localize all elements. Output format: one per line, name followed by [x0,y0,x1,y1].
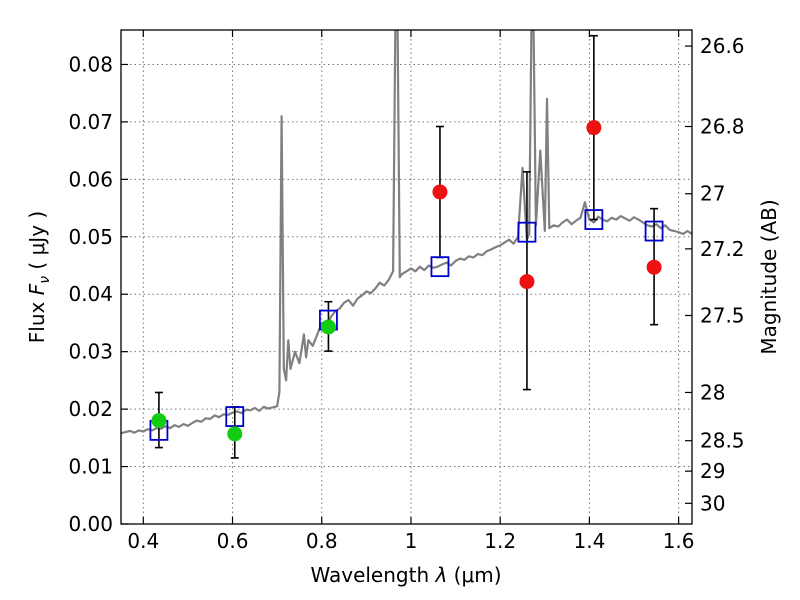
y2-tick-label: 28.5 [700,429,745,453]
y-tick-label: 0.05 [68,225,113,249]
y-axis-label: Flux Fν ( μJy ) [25,211,53,343]
model-square-marker [225,406,245,427]
y2-tick-label: 27 [700,182,725,206]
x-tick-label: 1.6 [663,529,695,553]
x-tick-label: 1 [405,529,418,553]
y-tick-label: 0.03 [68,340,113,364]
y2-tick-label: 29 [700,459,725,483]
y2-axis-label: Magnitude (AB) [757,199,781,354]
red-data-point [646,259,662,275]
x-tick-label: 1.2 [484,529,516,553]
y2-tick-label: 28 [700,380,725,404]
y-tick-label: 0.00 [68,512,113,536]
x-tick-label: 0.8 [306,529,338,553]
green-data-point [320,319,336,335]
x-tick-label: 1.4 [573,529,605,553]
y-tick-label: 0.04 [68,282,113,306]
y-tick-label: 0.01 [68,455,113,479]
model-square-marker [517,221,537,243]
y-tick-label: 0.08 [68,52,113,76]
y2-tick-label: 27.5 [700,303,745,327]
green-data-point [227,426,243,442]
y-tick-label: 0.06 [68,167,113,191]
model-square-marker [430,256,450,278]
y2-tick-label: 30 [700,491,725,515]
y2-tick-label: 27.2 [700,237,745,261]
red-data-point [519,274,535,290]
y-tick-label: 0.07 [68,110,113,134]
green-data-point [151,413,167,429]
axis-ticks: 0.4 0.6 0.8 1 1.2 1.4 1.6 0.00 0.01 0.02 0.03 0.04 0… [68,30,745,553]
plot-frame [120,29,693,525]
error-bars [149,34,664,459]
grid [121,30,692,524]
red-data-point [432,184,448,200]
y-tick-label: 0.02 [68,397,113,421]
y2-tick-label: 26.8 [700,115,745,139]
x-tick-label: 0.6 [217,529,249,553]
y2-tick-label: 26.6 [700,34,745,58]
red-data-point [586,120,602,136]
model-square-marker [584,209,604,230]
x-tick-label: 0.4 [127,529,159,553]
model-square-marker [644,220,664,242]
x-axis-label: Wavelength λ (μm) [310,563,501,587]
